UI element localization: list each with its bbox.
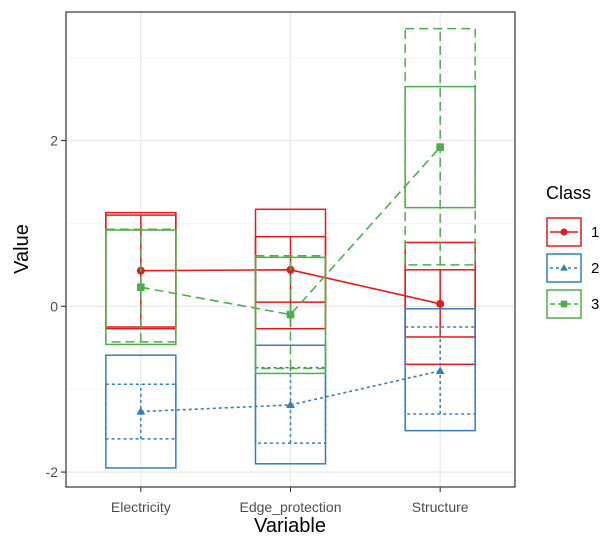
legend-key-marker-2 — [560, 264, 568, 271]
legend: Class 1 2 3 — [546, 183, 599, 319]
series-2-point-1 — [286, 400, 295, 408]
x-axis-title: Variable — [254, 515, 326, 537]
series-3-outer-box-1 — [254, 256, 327, 375]
legend-item-2: 2 — [546, 253, 599, 283]
y-tick-label-1: 0 — [50, 298, 58, 314]
x-tick-label-1: Edge_protection — [240, 499, 342, 515]
y-tick-label-0: -2 — [46, 464, 59, 480]
series-3-point-0 — [137, 283, 145, 292]
legend-label-2: 2 — [591, 260, 599, 277]
x-tick-label-2: Structure — [412, 499, 469, 515]
legend-title: Class — [546, 183, 591, 203]
y-tick-label-2: 2 — [50, 132, 58, 148]
series-3-point-2 — [436, 143, 444, 151]
legend-label-3: 3 — [591, 296, 599, 313]
axes: -2 0 2 Electricity Edge_protection Structure — [46, 132, 469, 515]
series-2-point-0 — [136, 407, 146, 415]
series-3-outer-box-2 — [404, 85, 476, 209]
y-axis-title: Value — [11, 224, 33, 274]
series-2-outer-box-1 — [254, 344, 327, 465]
x-tick-label-0: Electricity — [111, 499, 171, 515]
series-2-outer-box-2 — [404, 308, 476, 432]
legend-item-3: 3 — [546, 289, 599, 319]
series-2-point-2 — [435, 366, 445, 374]
series-2 — [105, 308, 476, 469]
series-2-line — [140, 370, 441, 413]
legend-label-1: 1 — [591, 224, 599, 241]
data-layer — [105, 27, 476, 469]
series-1-point-2 — [436, 299, 445, 308]
series-3 — [105, 27, 476, 375]
legend-item-1: 1 — [546, 217, 599, 247]
legend-key-marker-1 — [560, 228, 568, 236]
series-2-outer-box-0 — [105, 354, 177, 469]
series-3-line — [140, 146, 441, 316]
legend-key-marker-3 — [560, 300, 568, 308]
series-3-point-1 — [286, 310, 295, 319]
series-3-outer-box-0 — [105, 229, 177, 346]
